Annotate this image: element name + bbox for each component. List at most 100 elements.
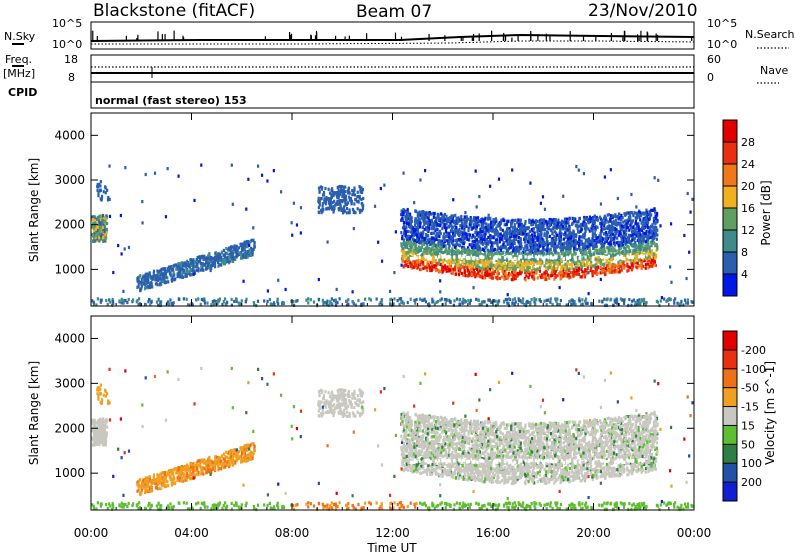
power-cell xyxy=(344,203,346,206)
power-cell xyxy=(544,248,546,251)
power-cell xyxy=(631,221,633,224)
power-cell xyxy=(539,245,541,248)
power-cell xyxy=(639,301,641,304)
power-cell xyxy=(640,244,642,247)
power-cell xyxy=(571,244,573,247)
power-cell xyxy=(338,188,340,191)
power-cell xyxy=(687,192,689,195)
power-cell xyxy=(421,299,423,302)
power-cell xyxy=(146,272,148,275)
power-cell xyxy=(357,207,359,210)
power-cell xyxy=(638,258,640,261)
power-cell xyxy=(617,215,619,218)
power-cell xyxy=(511,302,513,305)
power-cell xyxy=(153,272,155,275)
power-cell xyxy=(482,234,484,237)
power-cell xyxy=(573,268,575,271)
nave-label: Nave xyxy=(760,64,788,77)
power-cell xyxy=(210,269,212,272)
power-cell xyxy=(351,300,353,303)
power-cell xyxy=(559,261,561,264)
power-cell xyxy=(107,303,109,306)
power-cell xyxy=(499,240,501,243)
power-cell xyxy=(422,220,424,223)
power-cell xyxy=(512,298,514,301)
power-cell xyxy=(632,214,634,217)
power-cell xyxy=(560,242,562,245)
power-cell xyxy=(428,247,430,250)
power-cell xyxy=(692,301,694,304)
power-cell xyxy=(164,267,166,270)
power-cell xyxy=(617,197,619,200)
power-cell xyxy=(338,207,340,210)
power-cell xyxy=(590,302,592,305)
power-cell xyxy=(646,257,648,260)
power-cell xyxy=(537,248,539,251)
power-cell xyxy=(333,200,335,203)
power-cell xyxy=(99,189,101,192)
power-cell xyxy=(184,261,186,264)
power-cell xyxy=(573,251,575,254)
power-cell xyxy=(569,250,571,253)
power-cell xyxy=(553,245,555,248)
power-cell xyxy=(206,267,208,270)
power-cell xyxy=(381,260,383,263)
power-cell xyxy=(117,244,119,247)
power-cell xyxy=(167,167,169,170)
power-cell xyxy=(585,226,587,229)
power-cell xyxy=(318,298,320,301)
power-cell xyxy=(145,286,147,289)
power-cell xyxy=(357,299,359,302)
power-cell xyxy=(248,244,250,247)
power-cell xyxy=(639,218,641,221)
power-cell xyxy=(136,286,138,289)
power-cell xyxy=(595,249,597,252)
power-cell xyxy=(291,221,293,224)
power-cell xyxy=(430,269,432,272)
power-cell xyxy=(634,237,636,240)
power-cell xyxy=(212,264,214,267)
power-cell xyxy=(277,279,279,282)
power-cell xyxy=(487,249,489,252)
power-cell xyxy=(448,225,450,228)
power-cell xyxy=(159,269,161,272)
power-cell xyxy=(404,234,406,237)
power-cell xyxy=(517,272,519,275)
power-cell xyxy=(640,214,642,217)
power-cell xyxy=(120,214,122,217)
power-cell xyxy=(657,179,659,182)
power-cell xyxy=(574,261,576,264)
power-cell xyxy=(338,194,340,197)
power-cell xyxy=(124,299,126,302)
power-cell xyxy=(443,232,445,235)
power-cell xyxy=(617,261,619,264)
power-cell xyxy=(497,302,499,305)
power-cell xyxy=(322,299,324,302)
power-cell xyxy=(489,185,491,188)
power-cell xyxy=(202,258,204,261)
power-cell xyxy=(464,301,466,304)
power-cell xyxy=(577,230,579,233)
power-cell xyxy=(635,254,637,257)
power-cell xyxy=(112,300,114,303)
power-cell xyxy=(490,263,492,266)
power-cell xyxy=(419,298,421,301)
power-cell xyxy=(550,228,552,231)
power-cell xyxy=(412,238,414,241)
power-cell xyxy=(437,223,439,226)
power-cell xyxy=(596,261,598,264)
power-cell xyxy=(377,241,379,244)
power-cell xyxy=(584,232,586,235)
power-cell xyxy=(497,270,499,273)
power-cell xyxy=(590,267,592,270)
power-cell xyxy=(589,263,591,266)
power-cell xyxy=(445,302,447,305)
power-cell xyxy=(193,273,195,276)
power-cell xyxy=(526,240,528,243)
power-cell xyxy=(199,260,201,263)
power-cell xyxy=(537,276,539,279)
power-cell xyxy=(422,267,424,270)
power-cell xyxy=(335,298,337,301)
power-cell xyxy=(651,249,653,252)
power-cell xyxy=(333,209,335,212)
